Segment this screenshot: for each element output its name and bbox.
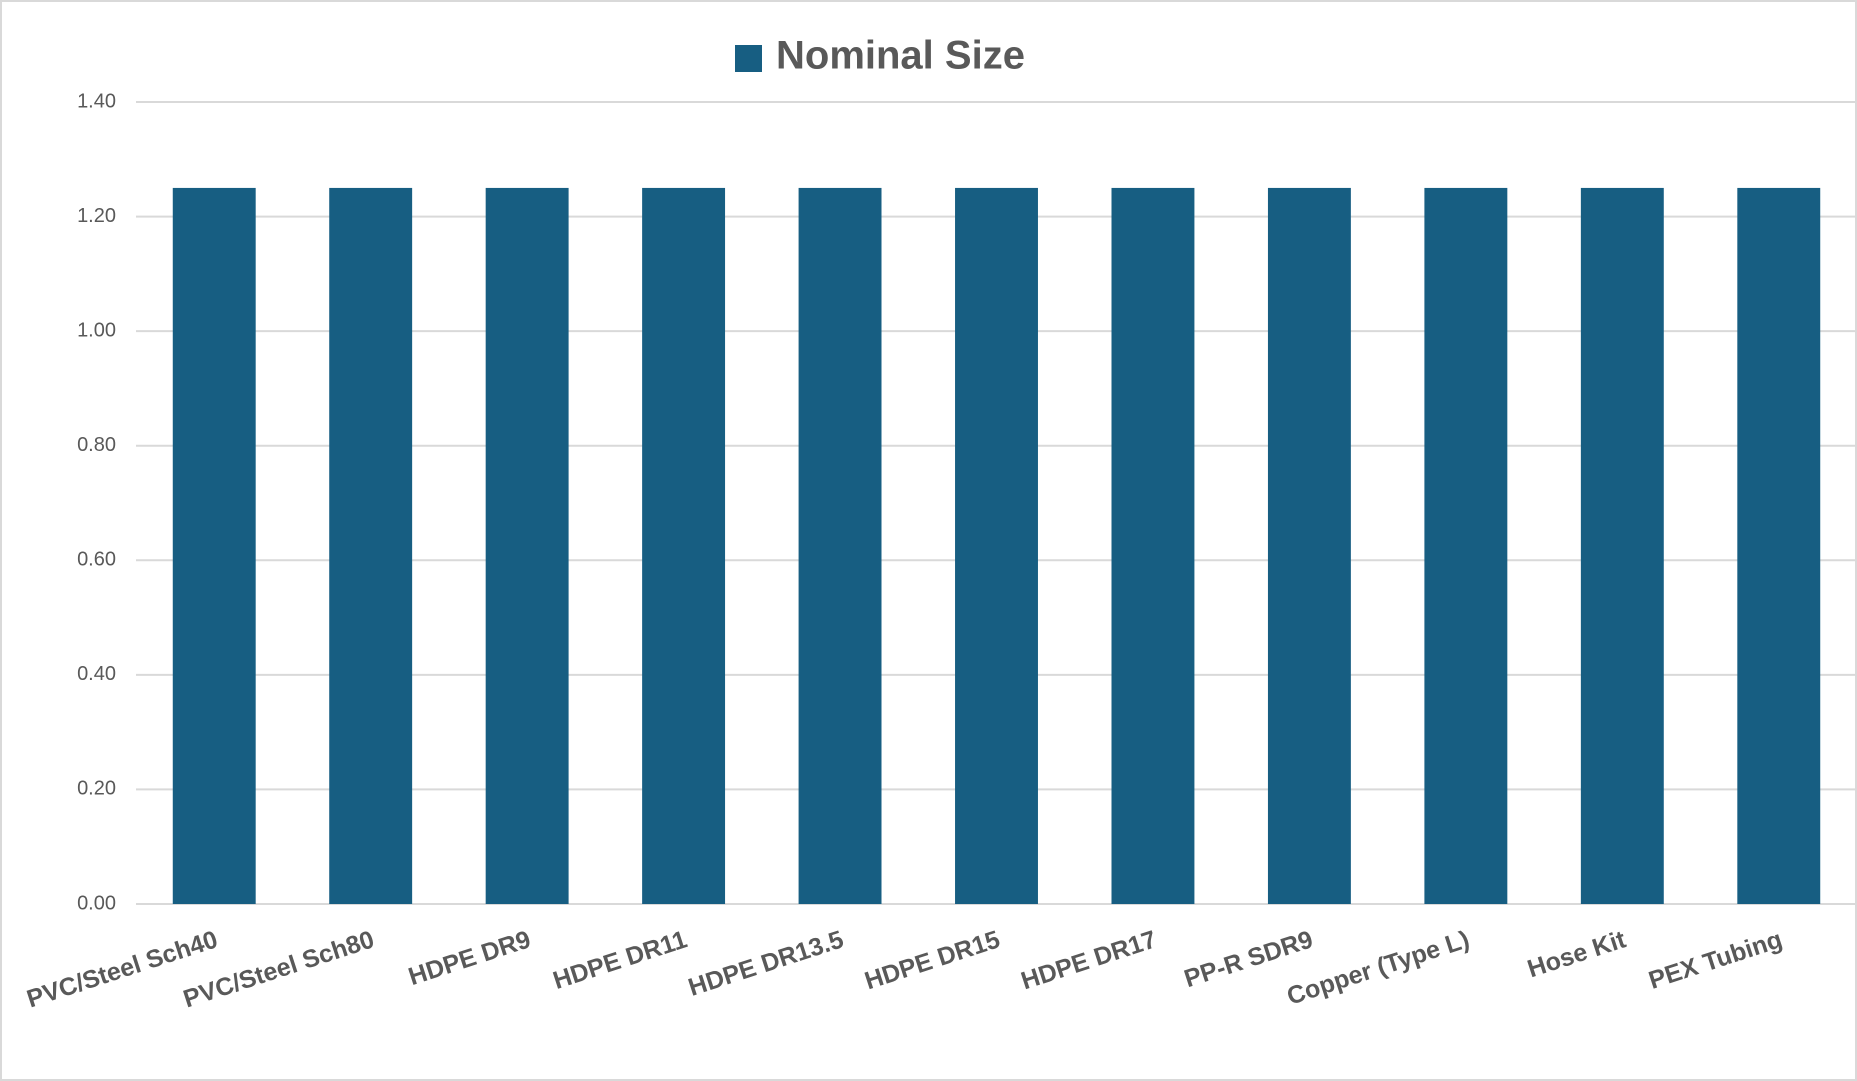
bar [1267, 187, 1351, 904]
y-tick-label: 1.40 [77, 90, 116, 112]
bar [485, 187, 569, 904]
legend-swatch [735, 45, 762, 72]
bar [172, 187, 256, 904]
y-tick-label: 0.40 [77, 663, 116, 685]
bar [1111, 187, 1195, 904]
bar [1424, 187, 1508, 904]
y-tick-label: 0.60 [77, 549, 116, 571]
bar [798, 187, 882, 904]
y-tick-label: 1.20 [77, 205, 116, 227]
y-tick-label: 0.80 [77, 434, 116, 456]
y-tick-label: 0.20 [77, 778, 116, 800]
bar [329, 187, 413, 904]
y-tick-label: 0.00 [77, 892, 116, 914]
y-tick-label: 1.00 [77, 319, 116, 341]
bar [955, 187, 1038, 904]
legend-label: Nominal Size [776, 34, 1025, 78]
bar [642, 187, 726, 904]
bar [1737, 187, 1821, 904]
bar [1580, 187, 1664, 904]
